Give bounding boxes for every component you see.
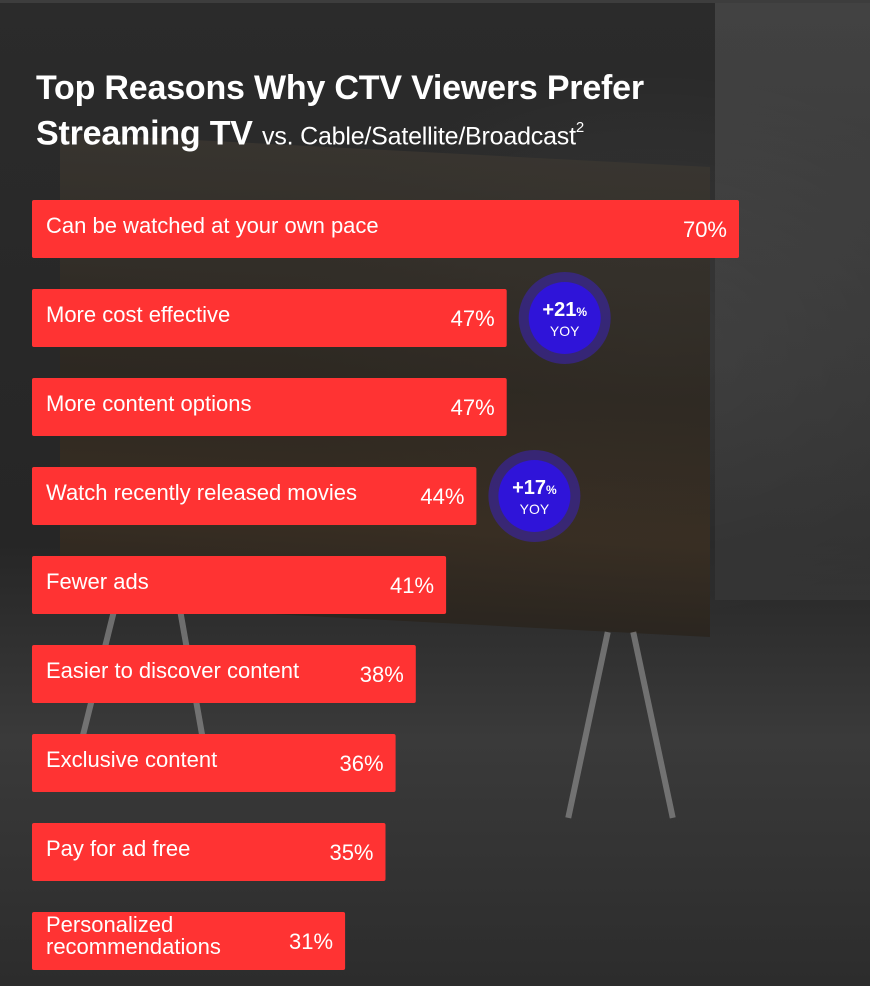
title-footnote-marker: 2	[575, 119, 584, 136]
bar-value-label: 44%	[420, 484, 464, 509]
badge-circle	[498, 460, 571, 532]
bar	[32, 467, 477, 525]
bar-label: More content options	[46, 391, 251, 416]
badge-delta-unit: %	[546, 483, 557, 497]
bar	[32, 289, 507, 347]
background-window	[715, 0, 870, 600]
bar-group: Personalized recommendations 31%	[32, 912, 346, 970]
chart-title: Top Reasons Why CTV Viewers Prefer Strea…	[36, 68, 644, 156]
bar-value-label: 70%	[683, 217, 727, 242]
yoy-badge: +21% YOY	[518, 272, 611, 364]
bar-label: Exclusive content	[46, 747, 217, 772]
bar	[32, 556, 447, 614]
bar-value-label: 47%	[451, 306, 495, 331]
title-line-2-bold: Streaming TV	[36, 114, 253, 153]
badge-delta-value: +17	[512, 477, 546, 499]
bar-value-label: 36%	[340, 751, 384, 776]
bar-label: Pay for ad free	[46, 836, 190, 861]
bar-group: Pay for ad free 35%	[32, 823, 386, 881]
bar-group: Fewer ads 41%	[32, 556, 447, 614]
bar-label: Fewer ads	[46, 569, 149, 594]
bar-value-label: 31%	[289, 929, 333, 954]
bar	[32, 645, 416, 703]
top-border	[0, 0, 870, 3]
bar-label: Personalized recommendations	[46, 912, 221, 959]
badge-delta: +21%	[542, 299, 587, 321]
bar	[32, 200, 739, 258]
bar-label: Can be watched at your own pace	[46, 213, 379, 238]
bar	[32, 823, 386, 881]
badge-delta-unit: %	[576, 305, 587, 319]
bar-label: Easier to discover content	[46, 658, 299, 683]
badge-delta: +17%	[512, 477, 557, 499]
badge-delta-value: +21	[542, 299, 576, 321]
bar	[32, 912, 346, 970]
bar-group: More cost effective 47%	[32, 289, 507, 347]
badge-yoy-label: YOY	[520, 501, 550, 517]
bar-value-label: 35%	[329, 840, 373, 865]
yoy-badge: +17% YOY	[488, 450, 581, 542]
bar-value-label: 38%	[360, 662, 404, 687]
bar-group: Watch recently released movies 44%	[32, 467, 477, 525]
bar	[32, 378, 507, 436]
badge-circle	[528, 282, 601, 354]
bar-value-label: 47%	[451, 395, 495, 420]
bar-value-label: 41%	[390, 573, 434, 598]
bar-group: Exclusive content 36%	[32, 734, 396, 792]
title-line-1: Top Reasons Why CTV Viewers Prefer	[36, 69, 644, 107]
title-line-2-rest: vs. Cable/Satellite/Broadcast	[262, 122, 576, 151]
bar-group: Can be watched at your own pace 70%	[32, 200, 739, 258]
bar-label: More cost effective	[46, 302, 230, 327]
bar	[32, 734, 396, 792]
badge-yoy-label: YOY	[550, 323, 580, 339]
bar-group: Easier to discover content 38%	[32, 645, 416, 703]
bar-group: More content options 47%	[32, 378, 507, 436]
bar-label: Watch recently released movies	[46, 480, 357, 505]
bar-label-line: recommendations	[46, 934, 221, 959]
bar-label-line: Personalized	[46, 912, 173, 937]
